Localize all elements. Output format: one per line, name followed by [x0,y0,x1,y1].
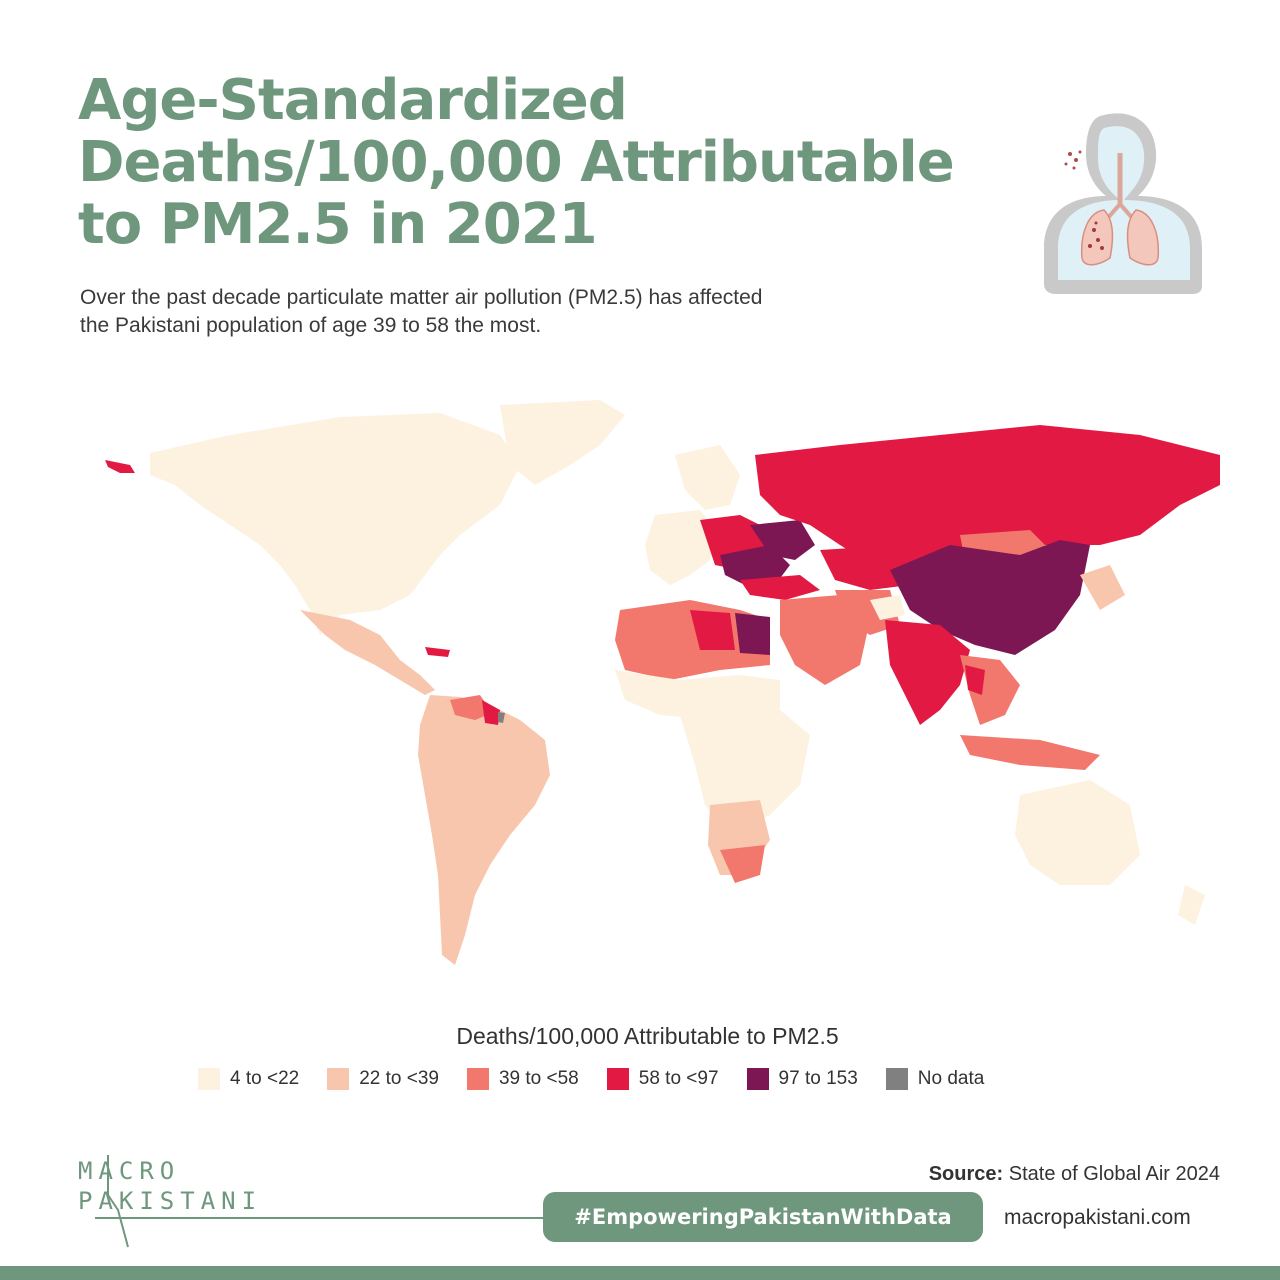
map-region-french-guiana [498,712,505,723]
legend-swatch [746,1068,769,1090]
legend-item: 97 to 153 [746,1068,858,1090]
map-region-sahel [615,670,780,720]
source-text: State of Global Air 2024 [1008,1163,1220,1185]
subtitle-line-1: Over the past decade particulate matter … [80,286,763,309]
map-region-afghanistan [870,595,905,620]
legend-swatch [466,1068,489,1090]
legend-item: 58 to <97 [606,1068,719,1090]
map-region-venezuela [450,695,492,720]
legend-item: 4 to <22 [198,1068,299,1090]
map-region-guyana [482,700,500,725]
map-region-turkey [740,575,820,600]
map-region-australia [1015,780,1140,885]
legend-swatch [198,1068,220,1090]
hashtag-badge: #EmpoweringPakistanWithData [543,1192,983,1242]
brand-logo: MACRO PAKISTANI [78,1155,256,1252]
map-region-north-america [150,413,520,635]
map-region-libya [690,610,735,650]
map-region-egypt [735,613,770,655]
map-region-new-zealand [1178,885,1205,925]
world-map [105,400,1220,965]
map-region-korea-japan [1080,565,1125,610]
legend-swatch [327,1068,350,1090]
map-region-south-africa [720,845,765,883]
subtitle: Over the past decade particulate matter … [80,284,980,340]
map-region-south-asia [885,620,970,725]
legend-label: No data [917,1068,985,1089]
pulse-icon [107,1155,129,1248]
legend-label: 22 to <39 [359,1068,439,1089]
map-region-ukraine [750,520,815,560]
title-line-1: Age-Standardized [78,68,628,133]
lungs-icon [1044,113,1202,294]
map-region-greenland [500,400,625,485]
map-region-indonesia [960,735,1100,770]
map-region-south-america [418,695,550,965]
bottom-bar [0,1266,1280,1280]
title-line-3: to PM2.5 in 2021 [78,192,598,257]
website-link[interactable]: macropakistani.com [1004,1206,1191,1229]
map-region-russia [755,425,1220,570]
map-region-thailand [965,665,985,695]
legend-label: 58 to <97 [638,1068,719,1089]
legend-item: No data [885,1068,985,1090]
footer-divider [95,1217,545,1219]
legend-item: 39 to <58 [466,1068,579,1090]
subtitle-line-2: the Pakistani population of age 39 to 58… [80,314,542,337]
legend-label: 4 to <22 [230,1068,300,1089]
legend-label: 39 to <58 [498,1068,579,1089]
source-label: Source: [928,1163,1004,1185]
logo-line-1: MACRO [78,1157,181,1185]
map-region-western-europe [645,510,720,585]
map-region-alaska-tip [105,460,135,473]
legend-item: 22 to <39 [327,1068,439,1090]
title-line-2: Deaths/100,000 Attributable [78,130,955,195]
map-region-mexico [300,610,435,695]
legend-swatch [606,1068,629,1090]
map-region-caribbean [425,647,450,657]
map-region-central-africa [680,710,810,835]
legend-label: 97 to 153 [778,1068,858,1089]
map-region-scandinavia [675,445,740,510]
map-region-north-africa [615,600,770,680]
source-note: Source: State of Global Air 2024 [929,1163,1220,1186]
legend-title: Deaths/100,000 Attributable to PM2.5 [456,1023,839,1049]
legend: 4 to <22 22 to <39 39 to <58 58 to <97 9… [198,1068,1012,1090]
page-title: Age-Standardized Deaths/100,000 Attribut… [78,70,1008,256]
legend-swatch [885,1068,908,1090]
